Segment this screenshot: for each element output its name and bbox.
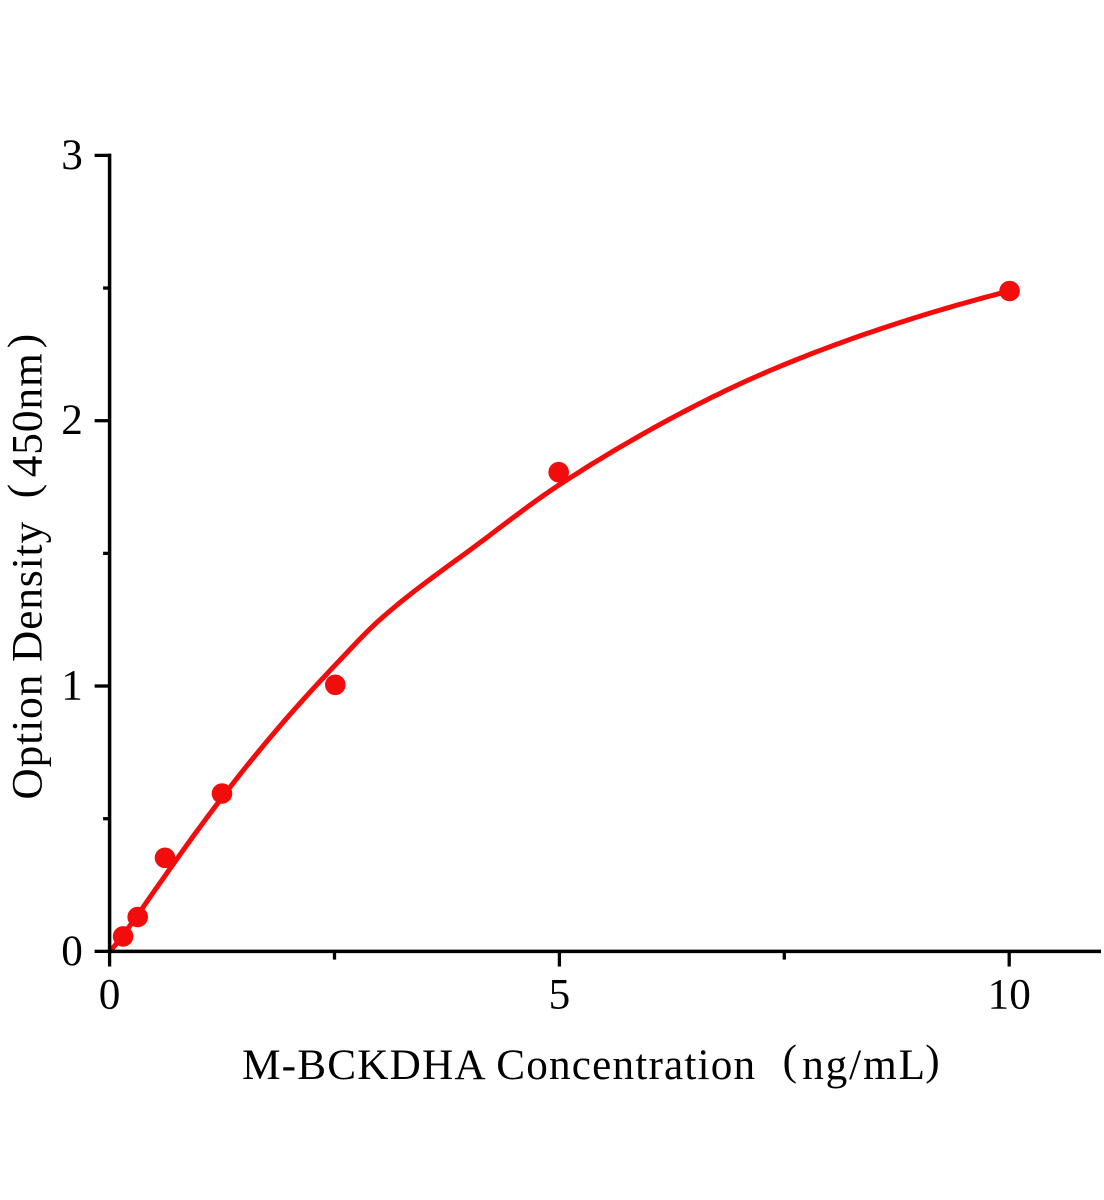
- svg-text:3: 3: [61, 132, 83, 179]
- svg-text:450nm: 450nm: [5, 352, 52, 477]
- svg-text:): ): [925, 1038, 939, 1085]
- svg-text:1: 1: [61, 662, 83, 709]
- svg-text:ng/mL: ng/mL: [802, 1042, 927, 1089]
- svg-text:Option Density: Option Density: [5, 521, 52, 800]
- svg-text:(: (: [783, 1038, 797, 1085]
- svg-text:10: 10: [988, 971, 1031, 1018]
- svg-text:2: 2: [61, 397, 83, 444]
- svg-text:0: 0: [61, 928, 83, 975]
- svg-text:0: 0: [99, 971, 121, 1018]
- svg-text:): ): [1, 334, 48, 348]
- svg-text:5: 5: [549, 971, 571, 1018]
- svg-text:M-BCKDHA Concentration: M-BCKDHA Concentration: [242, 1042, 756, 1089]
- svg-text:(: (: [1, 484, 48, 498]
